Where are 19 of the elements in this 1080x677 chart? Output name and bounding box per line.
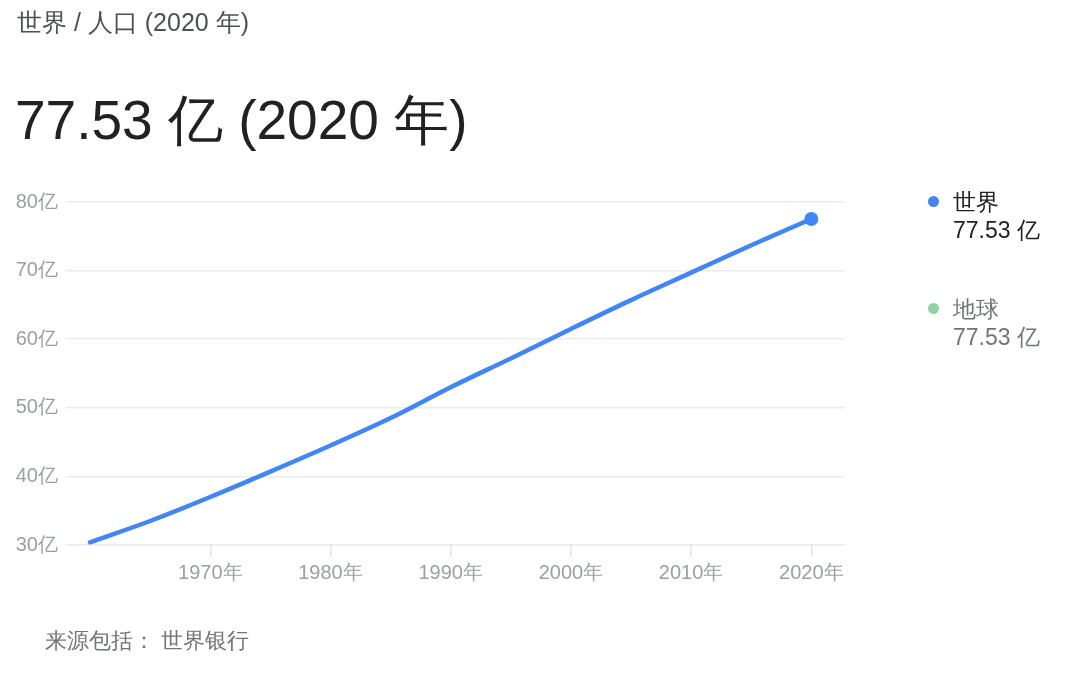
y-tick-label: 40亿 [15,463,58,486]
y-tick-label: 50亿 [15,395,58,418]
x-tick-label: 1970年 [178,560,243,583]
x-tick-label: 1990年 [418,560,483,583]
text: 77.53 亿 [953,216,1040,245]
y-tick-label: 80亿 [15,189,58,212]
text: 77.53 亿 [953,323,1040,352]
x-tick-label: 2020年 [779,560,844,583]
legend-label: 地球 [953,296,1000,322]
chart-subtitle: 77.53 亿 (2020 年) [15,88,468,153]
y-tick-label: 60亿 [15,326,58,349]
y-tick-label: 30亿 [15,532,58,555]
chart-title: 世界 / 人口 (2020 年) [17,7,249,38]
y-tick-label: 70亿 [15,258,58,281]
text: 来源包括： 世界银行 [45,627,250,655]
x-tick-label: 1980年 [298,560,363,583]
x-tick-label: 2000年 [538,560,604,583]
x-tick-label: 2010年 [658,560,724,583]
legend-label: 世界 [953,189,1000,215]
